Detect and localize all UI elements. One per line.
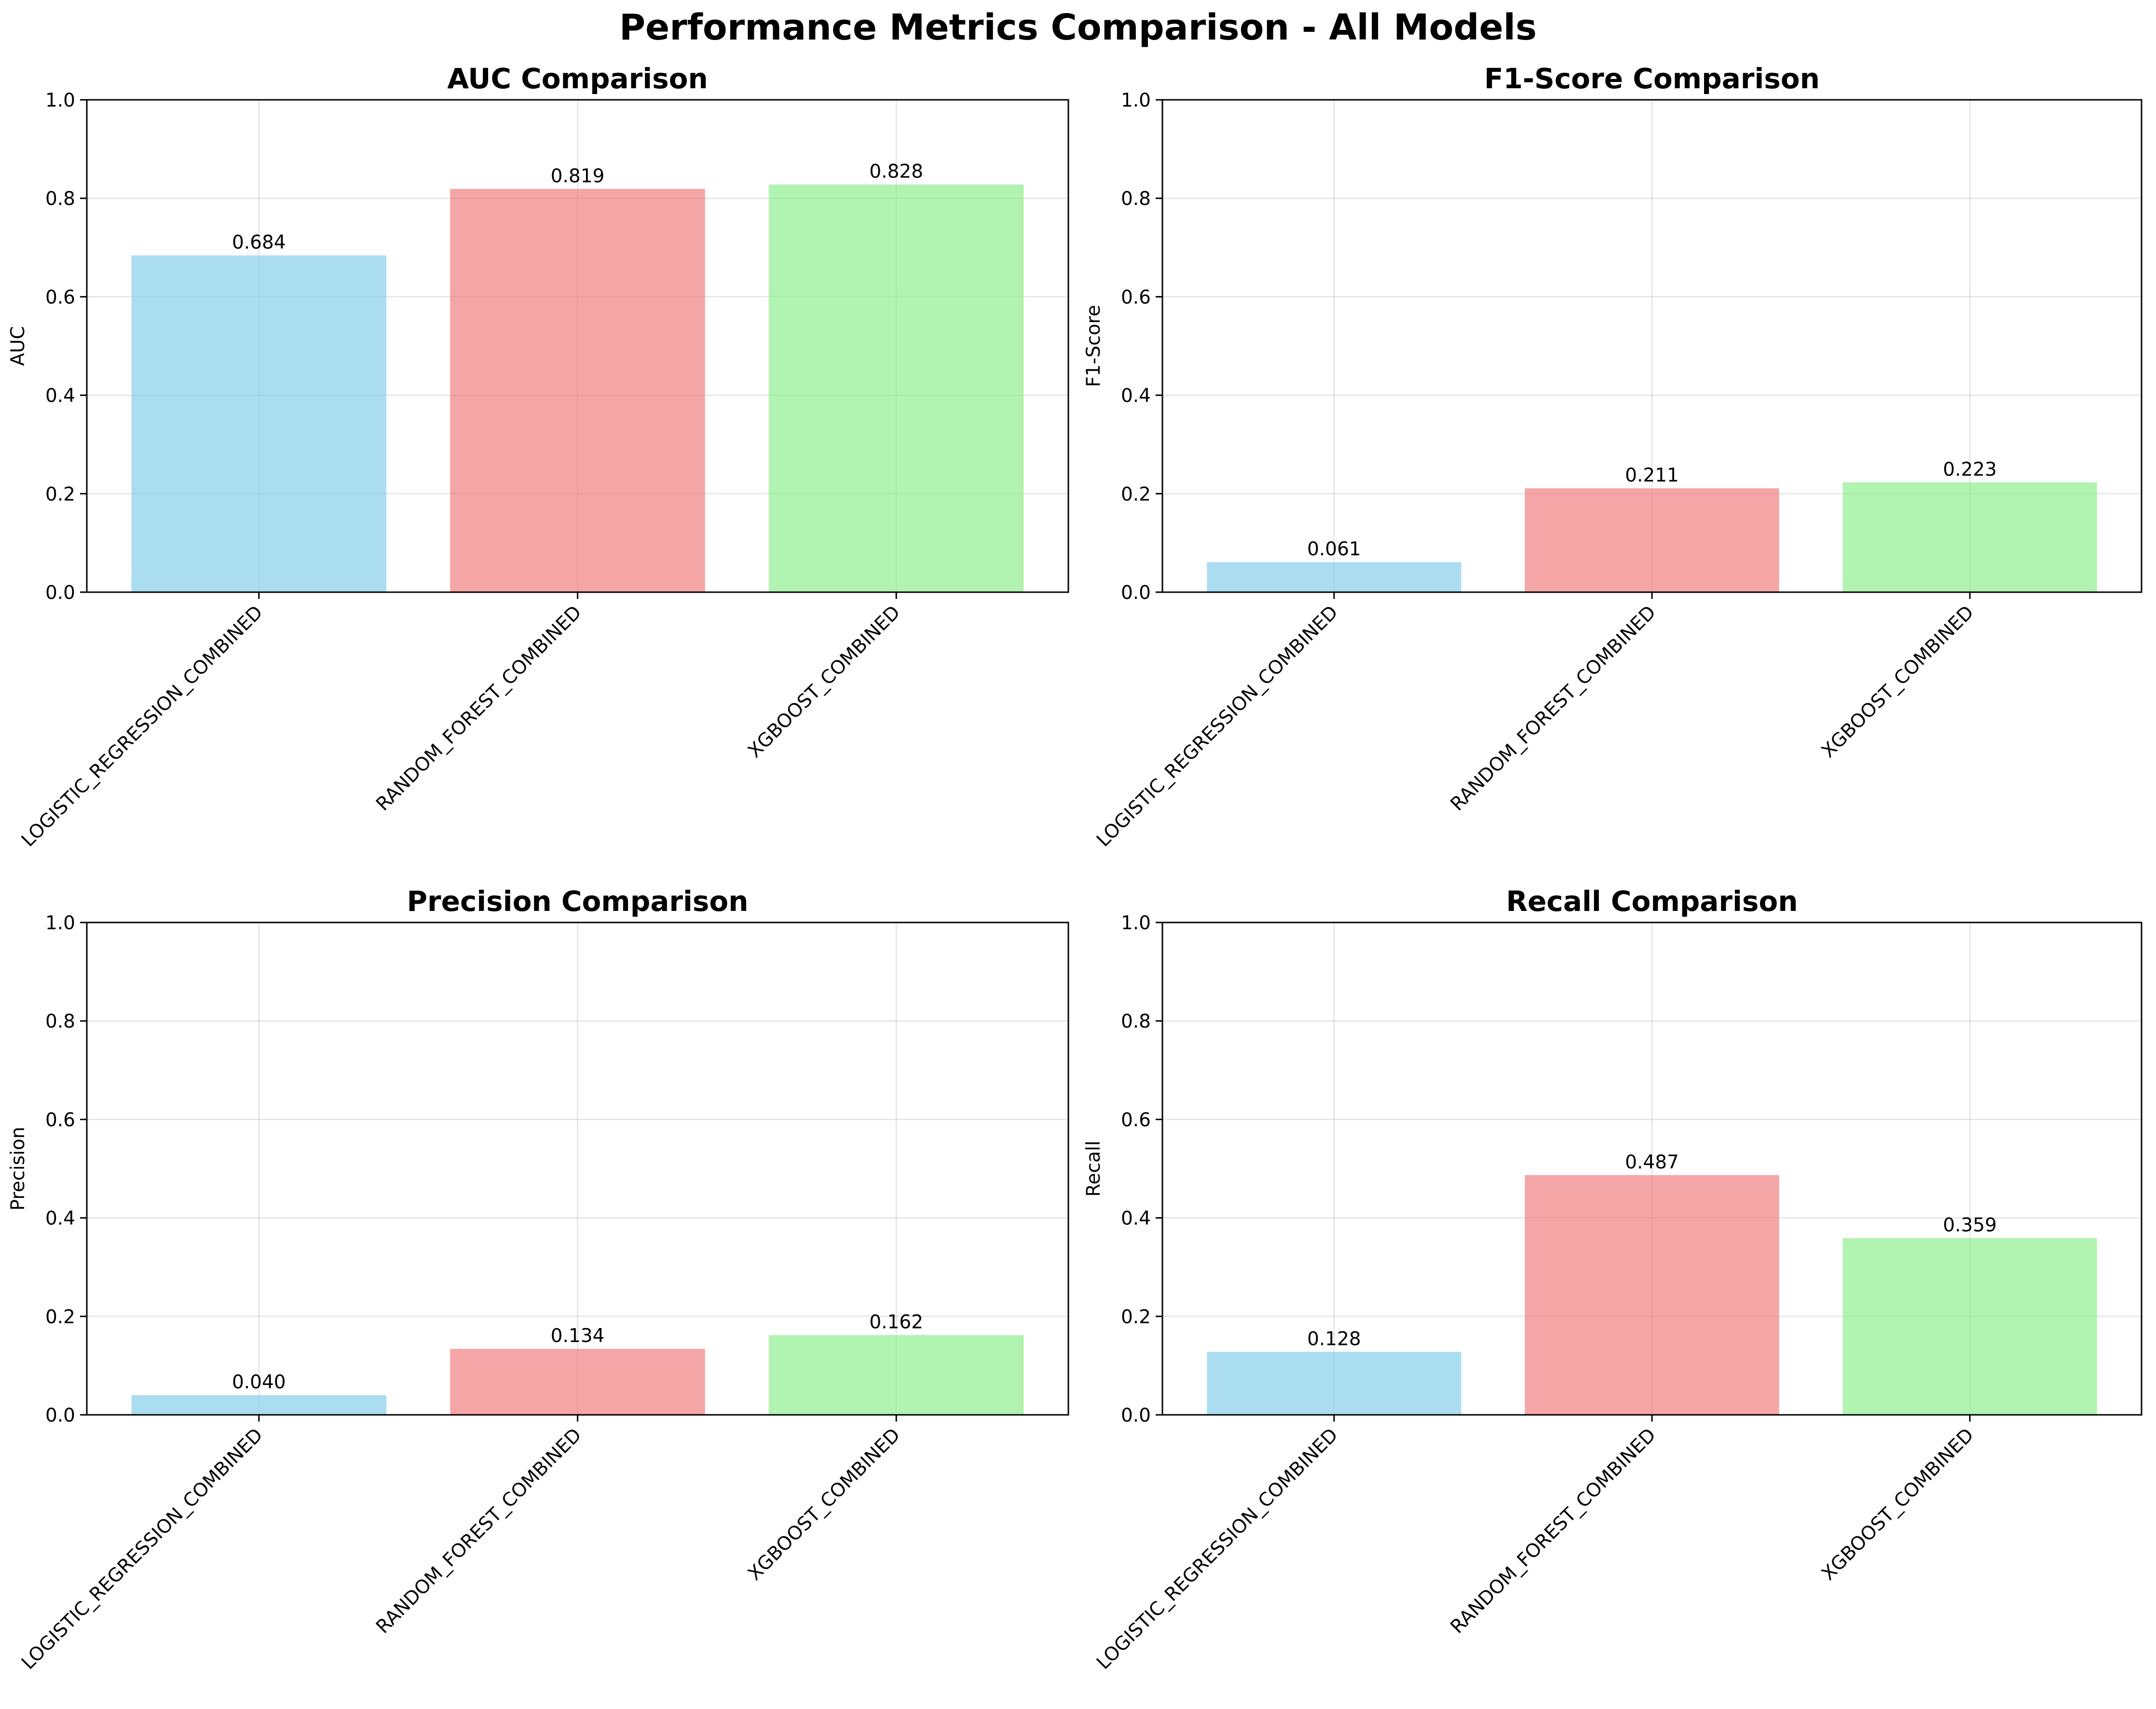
f1-score-bar-logistic-regression-combined xyxy=(1207,562,1461,592)
f1-score-value-label-random-forest-combined: 0.211 xyxy=(1625,465,1679,487)
recall-ytick-label: 1.0 xyxy=(1121,912,1151,934)
precision-ytick-label: 0.6 xyxy=(45,1109,75,1131)
precision-chart-title: Precision Comparison xyxy=(407,885,748,918)
precision-value-label-random-forest-combined: 0.134 xyxy=(551,1325,605,1347)
f1-score-y-axis-label: F1-Score xyxy=(1083,305,1105,387)
auc-ytick-label: 0.2 xyxy=(45,484,75,505)
auc-ytick-label: 1.0 xyxy=(45,90,75,111)
f1-score-ytick-label: 0.0 xyxy=(1121,582,1151,604)
auc-y-axis-label: AUC xyxy=(7,326,29,366)
recall-ytick-label: 0.6 xyxy=(1121,1109,1151,1131)
f1-score-ytick-label: 1.0 xyxy=(1121,90,1151,111)
precision-bar-random-forest-combined xyxy=(450,1349,705,1415)
f1-score-chart-title: F1-Score Comparison xyxy=(1484,62,1820,95)
auc-ytick-label: 0.8 xyxy=(45,188,75,210)
figure-title: Performance Metrics Comparison - All Mod… xyxy=(619,7,1537,48)
auc-chart-title: AUC Comparison xyxy=(447,62,708,95)
precision-ytick-label: 0.0 xyxy=(45,1405,75,1426)
recall-bar-logistic-regression-combined xyxy=(1207,1352,1461,1415)
auc-ytick-label: 0.6 xyxy=(45,286,75,308)
recall-ytick-label: 0.2 xyxy=(1121,1306,1151,1328)
precision-value-label-xgboost-combined: 0.162 xyxy=(869,1312,923,1333)
auc-ytick-label: 0.0 xyxy=(45,582,75,604)
recall-y-axis-label: Recall xyxy=(1083,1140,1105,1196)
precision-ytick-label: 0.8 xyxy=(45,1011,75,1032)
f1-score-ytick-label: 0.8 xyxy=(1121,188,1151,210)
recall-bar-random-forest-combined xyxy=(1525,1175,1779,1415)
recall-value-label-random-forest-combined: 0.487 xyxy=(1625,1152,1679,1173)
auc-ytick-label: 0.4 xyxy=(45,385,75,407)
f1-score-ytick-label: 0.2 xyxy=(1121,484,1151,505)
f1-score-value-label-logistic-regression-combined: 0.061 xyxy=(1307,539,1361,560)
precision-bar-logistic-regression-combined xyxy=(131,1395,387,1415)
recall-chart-title: Recall Comparison xyxy=(1506,885,1798,918)
precision-ytick-label: 0.4 xyxy=(45,1208,75,1230)
f1-score-bar-random-forest-combined xyxy=(1525,488,1779,592)
auc-bar-random-forest-combined xyxy=(450,189,705,592)
f1-score-ytick-label: 0.6 xyxy=(1121,286,1151,308)
recall-value-label-xgboost-combined: 0.359 xyxy=(1943,1214,1997,1236)
recall-ytick-label: 0.8 xyxy=(1121,1011,1151,1032)
precision-bar-xgboost-combined xyxy=(768,1335,1024,1415)
f1-score-ytick-label: 0.4 xyxy=(1121,385,1151,407)
auc-bar-logistic-regression-combined xyxy=(131,255,387,592)
precision-ytick-label: 0.2 xyxy=(45,1306,75,1328)
auc-bar-xgboost-combined xyxy=(768,184,1024,592)
recall-ytick-label: 0.4 xyxy=(1121,1208,1151,1230)
recall-bar-xgboost-combined xyxy=(1842,1238,2097,1415)
precision-y-axis-label: Precision xyxy=(7,1126,29,1210)
auc-value-label-xgboost-combined: 0.828 xyxy=(869,161,923,183)
f1-score-value-label-xgboost-combined: 0.223 xyxy=(1943,459,1997,480)
auc-value-label-random-forest-combined: 0.819 xyxy=(551,165,605,187)
recall-ytick-label: 0.0 xyxy=(1121,1405,1151,1426)
precision-value-label-logistic-regression-combined: 0.040 xyxy=(232,1371,286,1393)
recall-value-label-logistic-regression-combined: 0.128 xyxy=(1307,1328,1361,1350)
auc-value-label-logistic-regression-combined: 0.684 xyxy=(232,232,286,254)
f1-score-bar-xgboost-combined xyxy=(1842,482,2097,592)
precision-ytick-label: 1.0 xyxy=(45,912,75,934)
